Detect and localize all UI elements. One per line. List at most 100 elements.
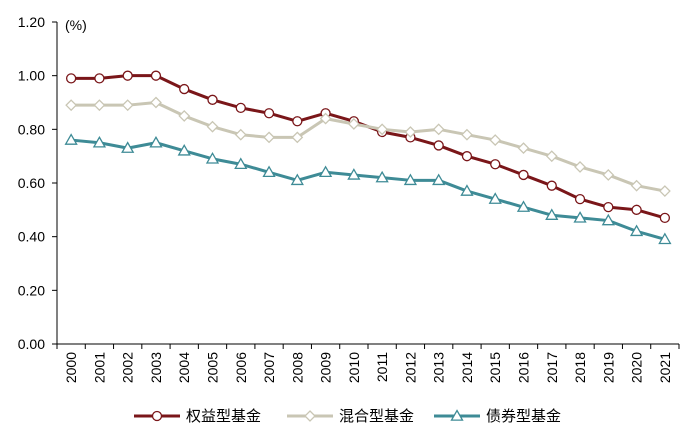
series-2-point (290, 173, 304, 186)
x-tick-label: 2012 (402, 352, 418, 383)
y-tick-label: 0.00 (18, 336, 45, 352)
x-tick-label: 2009 (318, 352, 334, 383)
series-2-point (375, 170, 389, 183)
x-tick-label: 2000 (63, 352, 79, 383)
x-tick-label: 2001 (91, 352, 107, 383)
y-tick-label: 0.80 (18, 121, 45, 137)
series-0-point (65, 73, 77, 84)
series-1-point (432, 123, 445, 136)
series-0-point (151, 410, 163, 422)
x-tick-label: 2018 (572, 352, 588, 383)
x-tick-label: 2007 (261, 352, 277, 383)
series-2-point (629, 224, 644, 237)
x-tick-label: 2015 (487, 352, 503, 383)
series-2-point (149, 135, 163, 148)
series-2-point (545, 208, 559, 220)
series-1-point (489, 134, 502, 146)
series-2-point (64, 133, 78, 145)
series-0-point (546, 180, 557, 191)
y-tick-label: 0.40 (18, 229, 45, 245)
series-1-point (602, 169, 615, 181)
series-1-point (630, 179, 643, 192)
series-1-point (150, 96, 162, 109)
x-tick-label: 2010 (346, 352, 362, 383)
x-tick-label: 2003 (148, 352, 164, 383)
x-tick-label: 2013 (431, 352, 447, 383)
series-1-point (121, 99, 134, 112)
series-0-point (631, 204, 642, 215)
series-0-point (292, 116, 303, 127)
series-1-point (461, 128, 473, 141)
series-2-point (92, 135, 107, 148)
series-2-point (658, 232, 672, 245)
series-0-point (94, 73, 105, 84)
x-tick-label: 2021 (657, 352, 673, 383)
series-2-point (573, 211, 587, 223)
series-0-point (490, 159, 501, 170)
series-1-point (545, 150, 558, 163)
series-2-point (432, 173, 446, 186)
series-2-point (205, 152, 220, 164)
series-2-point (403, 173, 418, 186)
x-tick-label: 2011 (374, 352, 390, 382)
series-2-point (516, 200, 531, 212)
series-1-point (658, 185, 671, 197)
series-0-point (518, 169, 529, 181)
series-1-point (178, 109, 191, 122)
legend: 权益型基金 混合型基金 债券型基金 (134, 407, 561, 425)
series-1-point (517, 142, 530, 155)
series-1-point (376, 123, 389, 136)
series-2-point (262, 165, 276, 178)
series-0-point (207, 94, 218, 105)
series-1-point (347, 118, 360, 130)
series-2-point (601, 213, 615, 226)
legend-item-0: 权益型基金 (134, 407, 261, 425)
series-1-point (206, 120, 219, 133)
series-1-point (93, 99, 106, 112)
series-2-point (177, 143, 191, 156)
series-2 (64, 133, 672, 245)
legend-item-2: 债券型基金 (434, 407, 561, 425)
series-2-point (121, 141, 135, 153)
series-2-point (234, 157, 248, 169)
series-1 (65, 96, 671, 197)
series-2-point (460, 184, 474, 196)
y-tick-label: 0.20 (18, 282, 45, 298)
series-1-point (291, 131, 304, 144)
series-0-point (235, 102, 246, 114)
x-tick-label: 2008 (289, 352, 305, 383)
series-1-point (574, 160, 586, 173)
series-1-point (65, 99, 78, 112)
series-layer (64, 70, 672, 245)
series-1-point (319, 112, 332, 125)
x-tick-label: 2020 (629, 352, 645, 383)
series-2-point (488, 192, 502, 204)
legend-label: 债券型基金 (486, 407, 561, 425)
x-tick-label: 2017 (544, 352, 560, 383)
series-0-point (433, 140, 444, 151)
x-tick-label: 2006 (233, 352, 249, 383)
x-tick-label: 2004 (176, 352, 192, 383)
series-1-point (234, 128, 247, 141)
x-tick-label: 2002 (120, 352, 136, 383)
series-0-point (659, 212, 671, 224)
x-tick-label: 2019 (600, 352, 616, 383)
series-2-line (70, 138, 666, 241)
y-axis: 0.00 0.20 0.40 0.60 0.80 1.00 1.20 (18, 14, 58, 352)
series-0-point (150, 70, 162, 81)
series-0-point (574, 193, 586, 205)
series-0-point (603, 201, 614, 213)
unit-label: (%) (65, 17, 87, 33)
series-1-point (263, 131, 275, 144)
x-tick-label: 2014 (459, 352, 475, 383)
series-1-line (71, 101, 666, 193)
x-axis: 2000 2001 2002 2003 2004 2005 2006 2007 2008 2009… (56, 343, 680, 383)
series-1-point (304, 410, 316, 422)
series-2-point (347, 168, 361, 180)
x-tick-label: 2016 (516, 352, 532, 383)
y-tick-label: 1.00 (18, 68, 45, 84)
y-tick-label: 0.60 (18, 175, 45, 191)
legend-label: 权益型基金 (186, 407, 261, 425)
series-1-point (404, 126, 417, 138)
